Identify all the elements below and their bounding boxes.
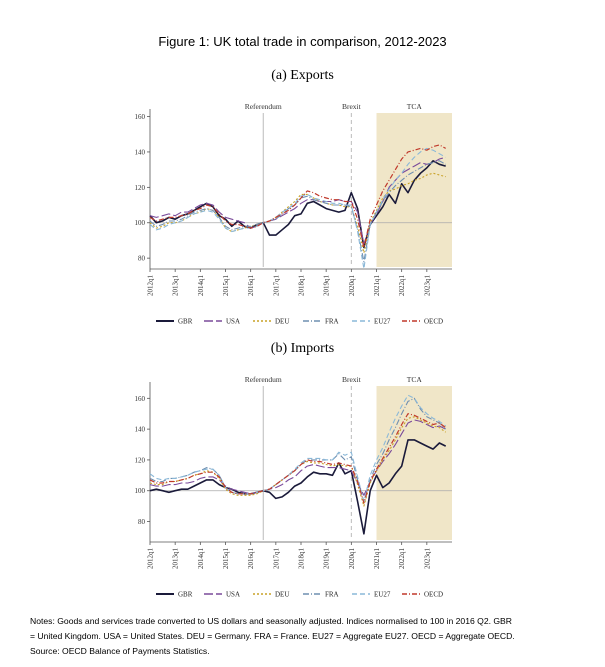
notes-line-2: = United Kingdom. USA = United States. D… [30, 631, 515, 641]
x-tick-label: 2021q1 [373, 275, 381, 297]
legend-label: FRA [325, 591, 339, 599]
x-tick-label: 2015q1 [222, 275, 230, 297]
legend-label: GBR [178, 318, 193, 326]
series-line-usa [149, 419, 446, 496]
y-tick-label: 140 [135, 426, 146, 434]
annotation-referendum: Referendum [245, 102, 282, 111]
annotation-tca: TCA [407, 375, 423, 384]
x-tick-label: 2015q1 [222, 548, 230, 570]
legend-label: USA [226, 591, 240, 599]
legend-label: FRA [325, 318, 339, 326]
y-tick-label: 100 [135, 487, 146, 495]
legend-label: USA [226, 318, 240, 326]
legend-label: OECD [424, 318, 443, 326]
legend-item-deu: DEU [253, 591, 289, 599]
series-line-eu27 [149, 394, 447, 503]
x-tick-label: 2016q1 [247, 548, 255, 570]
x-tick-label: 2017q1 [272, 548, 280, 570]
x-tick-label: 2019q1 [323, 548, 331, 570]
legend-item-fra: FRA [303, 591, 339, 599]
legend-item-eu27: EU27 [352, 591, 391, 599]
y-tick-label: 100 [135, 219, 146, 227]
series-line-gbr [149, 160, 446, 249]
imports-chart: Referendum Brexit TCA 80 100 120 140 160 2012q1 2… [135, 375, 452, 599]
x-tick-label: 2020q1 [348, 275, 356, 297]
legend-item-oecd: OECD [402, 591, 443, 599]
legend-label: DEU [275, 591, 289, 599]
legend-label: EU27 [374, 318, 391, 326]
x-tick-label: 2021q1 [373, 548, 381, 570]
y-tick-label: 120 [135, 184, 146, 192]
x-tick-label: 2023q1 [423, 548, 431, 570]
exports-panel-title: (a) Exports [271, 68, 334, 83]
annotation-referendum: Referendum [245, 375, 282, 384]
x-tick-label: 2018q1 [298, 548, 306, 570]
legend-label: GBR [178, 591, 193, 599]
x-tick-label: 2023q1 [423, 275, 431, 297]
series-line-usa [149, 156, 446, 245]
legend-label: DEU [275, 318, 289, 326]
legend-label: OECD [424, 591, 443, 599]
imports-panel-title: (b) Imports [270, 341, 335, 356]
series-line-oecd [149, 413, 447, 504]
figure-title: Figure 1: UK total trade in comparison, … [158, 34, 447, 49]
x-tick-label: 2018q1 [298, 275, 306, 297]
legend-item-deu: DEU [253, 318, 289, 326]
legend-item-fra: FRA [303, 318, 339, 326]
x-tick-label: 2022q1 [398, 275, 406, 297]
x-tick-label: 2013q1 [172, 275, 180, 297]
series-line-eu27 [149, 147, 446, 270]
series-line-oecd [149, 144, 446, 249]
legend-item-eu27: EU27 [352, 318, 391, 326]
annotation-brexit: Brexit [342, 102, 362, 111]
x-tick-label: 2019q1 [323, 275, 331, 297]
annotation-tca: TCA [407, 102, 423, 111]
y-tick-label: 120 [135, 456, 146, 464]
x-tick-label: 2013q1 [172, 548, 180, 570]
x-tick-label: 2017q1 [272, 275, 280, 297]
y-tick-label: 80 [138, 255, 146, 263]
y-tick-label: 80 [138, 518, 146, 526]
legend-item-gbr: GBR [156, 318, 193, 326]
notes-line-3: Source: OECD Balance of Payments Statist… [30, 646, 210, 656]
figure-notes: Notes: Goods and services trade converte… [30, 614, 590, 659]
legend-item-oecd: OECD [402, 318, 443, 326]
notes-line-1: Notes: Goods and services trade converte… [30, 616, 512, 626]
y-tick-label: 140 [135, 148, 146, 156]
legend-label: EU27 [374, 591, 391, 599]
exports-chart: Referendum Brexit TCA 80 100 120 140 160 2012q1 2… [135, 102, 452, 326]
legend-item-gbr: GBR [156, 591, 193, 599]
x-tick-label: 2012q1 [147, 275, 155, 297]
x-tick-label: 2020q1 [348, 548, 356, 570]
legend-item-usa: USA [204, 591, 240, 599]
legend-item-usa: USA [204, 318, 240, 326]
x-tick-label: 2014q1 [197, 275, 205, 297]
tca-shaded-region [376, 386, 452, 540]
y-tick-label: 160 [135, 113, 146, 121]
series-line-gbr [149, 439, 447, 535]
x-tick-label: 2022q1 [398, 548, 406, 570]
x-tick-label: 2016q1 [247, 275, 255, 297]
y-tick-label: 160 [135, 395, 146, 403]
x-tick-label: 2014q1 [197, 548, 205, 570]
x-tick-label: 2012q1 [147, 548, 155, 570]
annotation-brexit: Brexit [342, 375, 362, 384]
